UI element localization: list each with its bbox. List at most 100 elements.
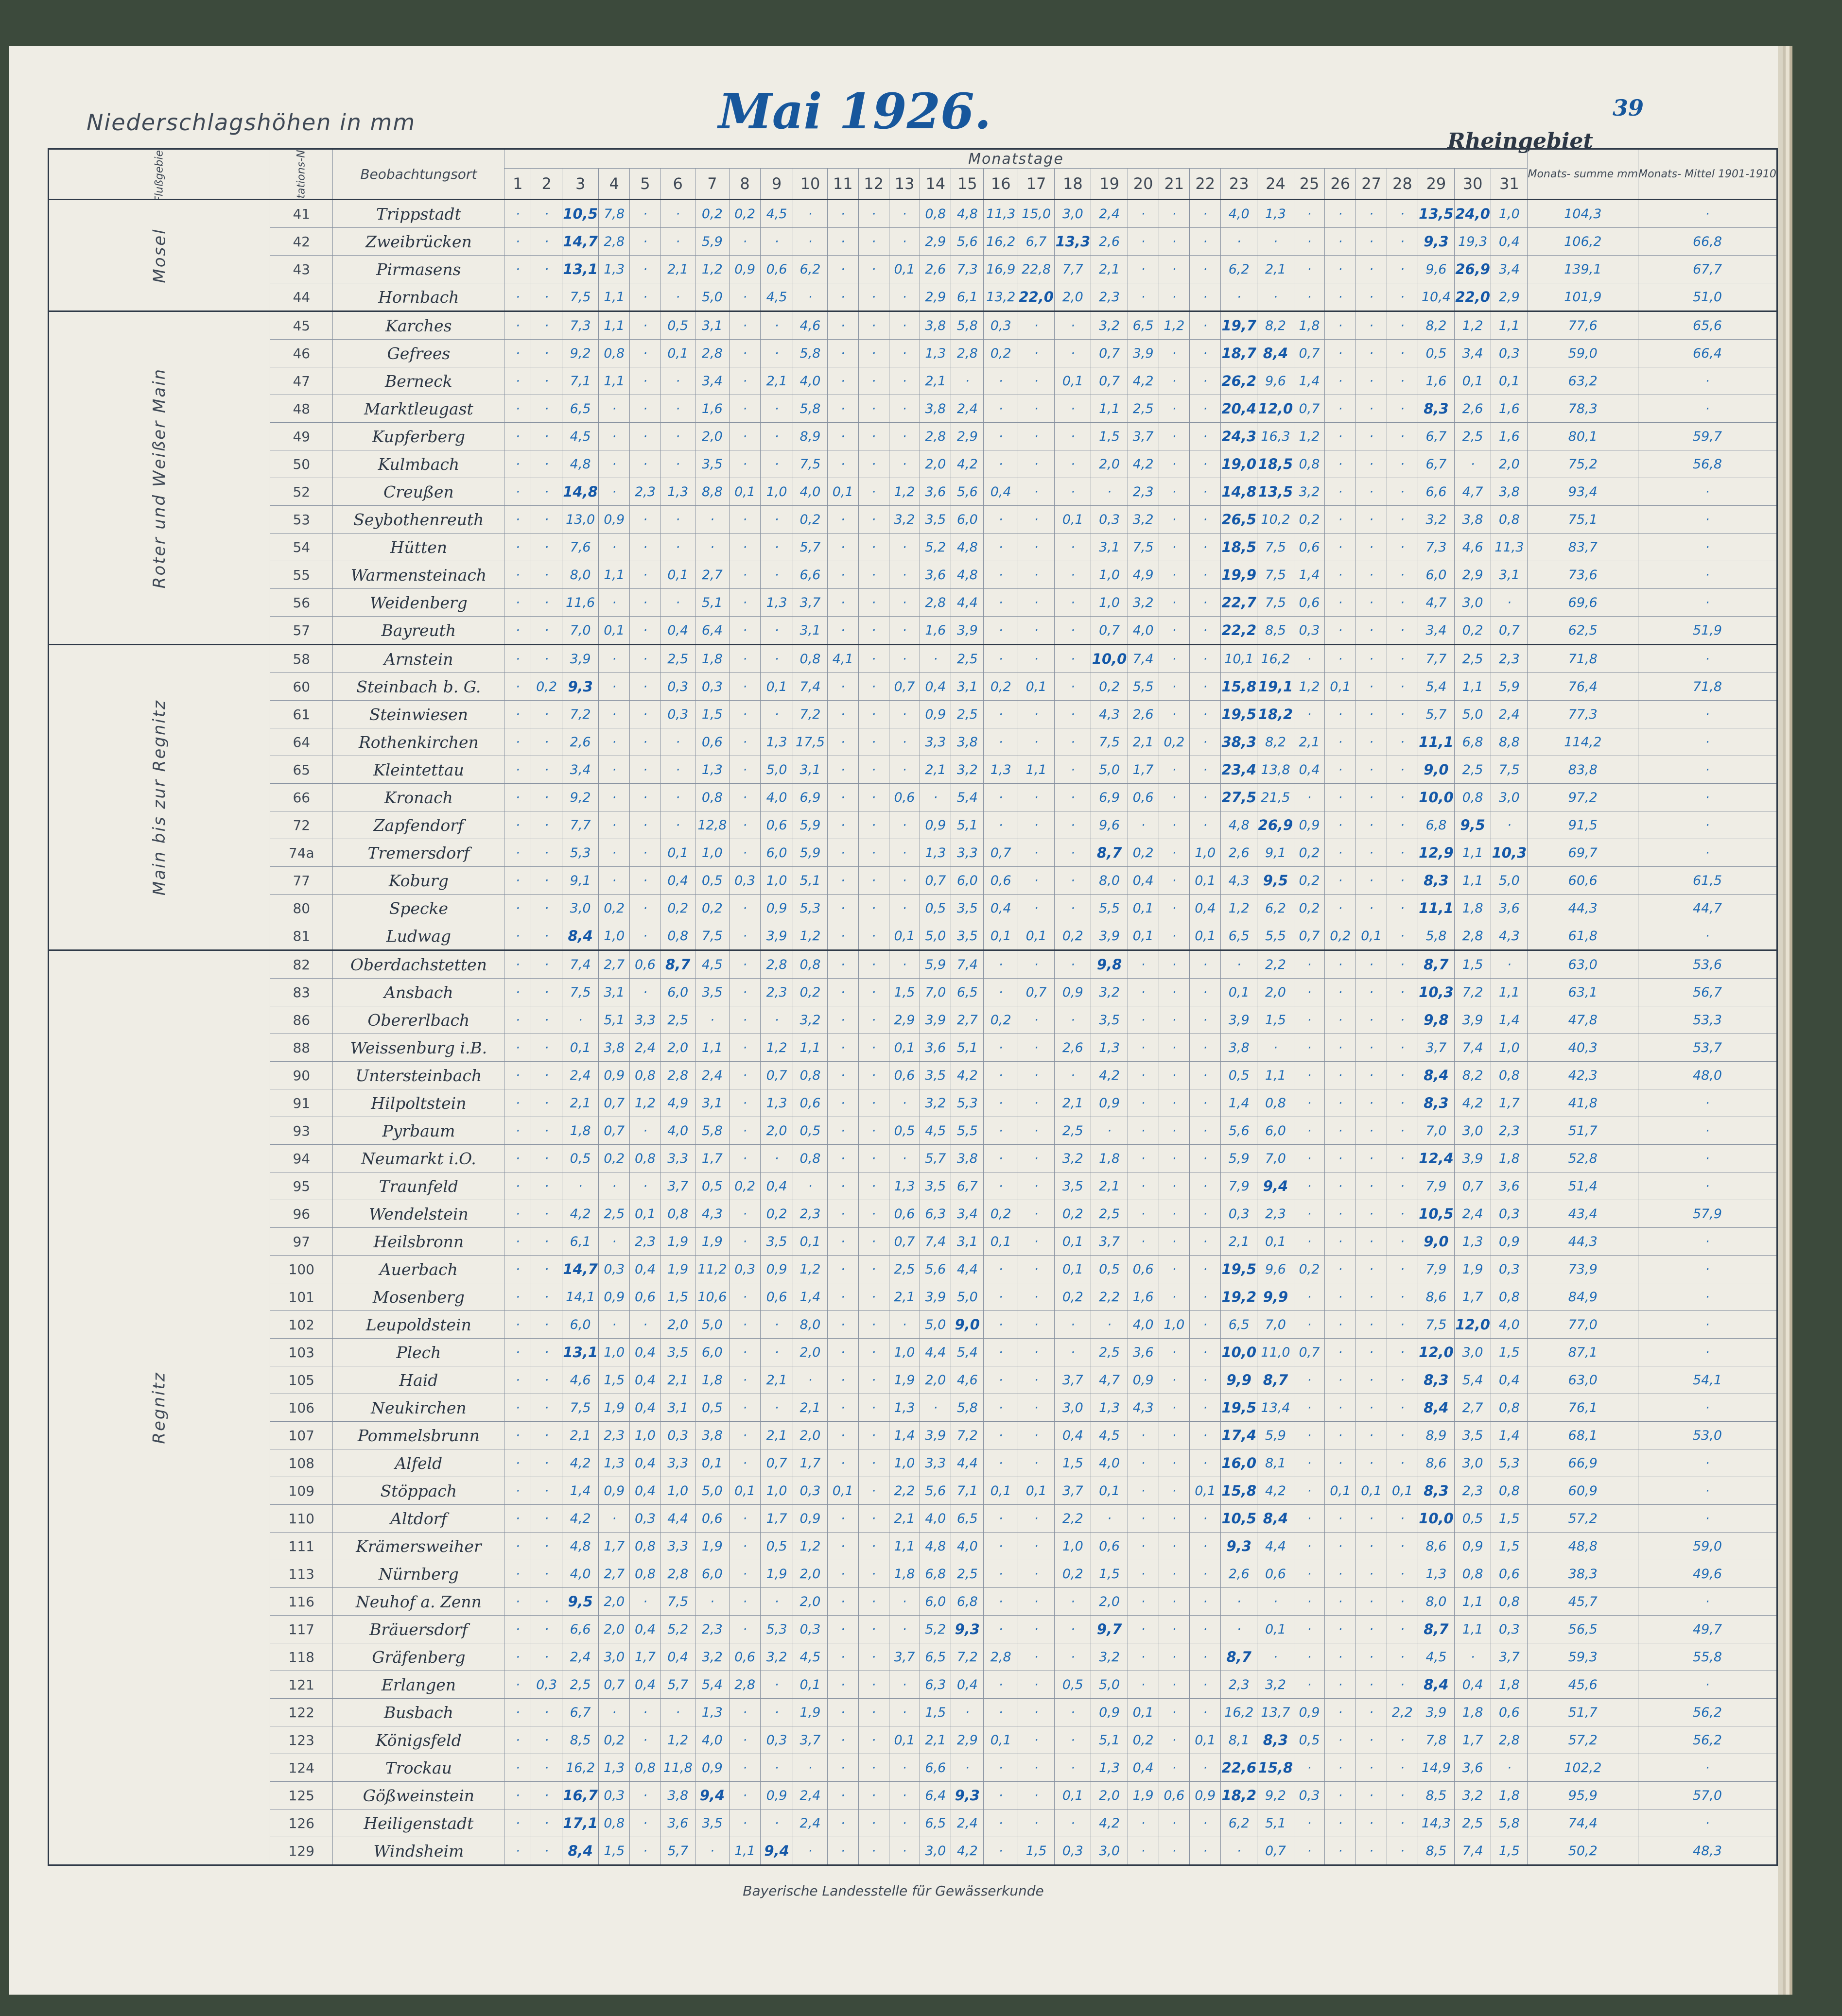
day-value: · [983,1504,1019,1533]
day-value: · [920,783,952,811]
day-value: · [983,1255,1019,1283]
day-value: 0,5 [793,1117,828,1145]
day-value: · [1220,1587,1258,1616]
day-value: · [1293,1034,1325,1062]
day-value: · [827,422,859,450]
day-value: 3,1 [695,1089,730,1117]
day-value: 6,0 [920,1587,952,1616]
day-value: · [695,505,730,534]
footer-publisher: Bayerische Landesstelle für Gewässerkund… [743,1883,1044,1899]
day-value: · [1158,839,1190,867]
table-row: 129 Windsheim · · 8,4 1,5 · 5,7 · 1,1 9,4 · · · · 3,0 4,… [49,1837,1777,1865]
day-value: · [1387,1504,1418,1533]
day-value: · [827,1006,859,1034]
table-row: 111 Krämersweiher · · 4,8 1,7 0,8 3,3 1,9 · 0,5 1,2… [49,1532,1777,1560]
station-name: Heilsbronn [332,1227,505,1256]
day-value: 12,9 [1417,839,1455,867]
day-value: 3,4 [695,367,730,395]
day-value: · [729,839,761,867]
day-value: 0,2 [1054,922,1092,950]
table-row: 93 Pyrbaum · · 1,8 0,7 · 4,0 5,8 · 2,0 0,5 · · 0,5 4,5 5… [49,1117,1777,1145]
header-day-14: 14 [920,168,952,200]
day-value: · [504,1809,532,1837]
day-value: 7,9 [1417,1172,1455,1200]
day-value: 26,5 [1220,505,1258,534]
monthly-sum: 63,1 [1527,978,1639,1006]
station-number: 117 [270,1615,333,1643]
day-value: · [629,450,661,478]
day-value: 2,9 [951,1726,984,1754]
station-name: Stöppach [332,1477,505,1505]
day-value: · [858,1283,889,1311]
monthly-mean: 49,6 [1638,1560,1777,1588]
day-value: 0,4 [629,1255,661,1283]
day-value: · [1018,1449,1055,1477]
day-value: 3,3 [920,1449,952,1477]
day-value: · [1491,949,1528,979]
day-value: · [1189,949,1221,979]
day-value: 5,0 [1091,756,1128,784]
day-value: 7,2 [951,1421,984,1449]
day-value: · [598,533,630,561]
station-number: 106 [270,1394,333,1422]
day-value: 0,1 [793,1227,828,1256]
header-day-26: 26 [1324,168,1356,200]
day-value: 0,9 [1293,1698,1325,1726]
day-value: 22,6 [1220,1754,1258,1782]
day-value: 7,5 [695,922,730,950]
day-value: 0,3 [729,866,761,895]
monthly-sum: 63,2 [1527,367,1639,395]
day-value: 15,0 [1018,199,1055,228]
day-value: · [1454,1643,1492,1671]
day-value: 3,4 [1417,616,1455,645]
day-value: · [827,283,859,311]
day-value: 15,8 [1220,672,1258,701]
monthly-mean: 53,6 [1638,949,1777,979]
day-value: 6,2 [793,255,828,283]
day-value: · [1387,1200,1418,1228]
day-value: 7,8 [1417,1726,1455,1754]
day-value: 6,0 [1417,561,1455,589]
day-value: 8,0 [793,1310,828,1339]
day-value: 7,5 [1127,533,1159,561]
day-value: 4,8 [951,533,984,561]
day-value: 8,2 [1257,310,1294,340]
day-value: · [1127,1172,1159,1200]
day-value: · [983,1338,1019,1366]
day-value: · [629,756,661,784]
day-value: · [1189,978,1221,1006]
day-value: 8,8 [695,478,730,506]
day-value: · [1355,1172,1387,1200]
day-value: · [858,1671,889,1699]
day-value: 0,2 [1293,505,1325,534]
day-value: 5,6 [920,1477,952,1505]
day-value: 7,4 [793,672,828,701]
day-value: 10,3 [1491,839,1528,867]
monthly-sum: 47,8 [1527,1006,1639,1034]
day-value: · [858,1532,889,1560]
day-value: · [1189,588,1221,617]
day-value: · [1189,1310,1221,1339]
day-value: 3,5 [695,450,730,478]
day-value: 3,9 [1220,1006,1258,1034]
day-value: · [827,1227,859,1256]
day-value: 1,3 [888,1172,921,1200]
monthly-mean: 66,4 [1638,339,1777,367]
day-value: 0,9 [695,1754,730,1782]
day-value: · [827,1643,859,1671]
header-flussgebiet-label: Flußgebiet [153,149,166,200]
day-value: 2,1 [1091,255,1128,283]
day-value: 0,1 [562,1034,599,1062]
day-value: · [888,1837,921,1865]
day-value: · [1293,227,1325,256]
day-value: · [1127,1006,1159,1034]
day-value: · [760,339,794,367]
day-value: 1,1 [1491,978,1528,1006]
day-value: 4,3 [1491,922,1528,950]
day-value: 2,0 [1091,1781,1128,1809]
day-value: · [598,866,630,895]
day-value: · [858,1781,889,1809]
day-value: 1,1 [598,367,630,395]
day-value: 0,9 [760,894,794,922]
day-value: 3,5 [695,978,730,1006]
